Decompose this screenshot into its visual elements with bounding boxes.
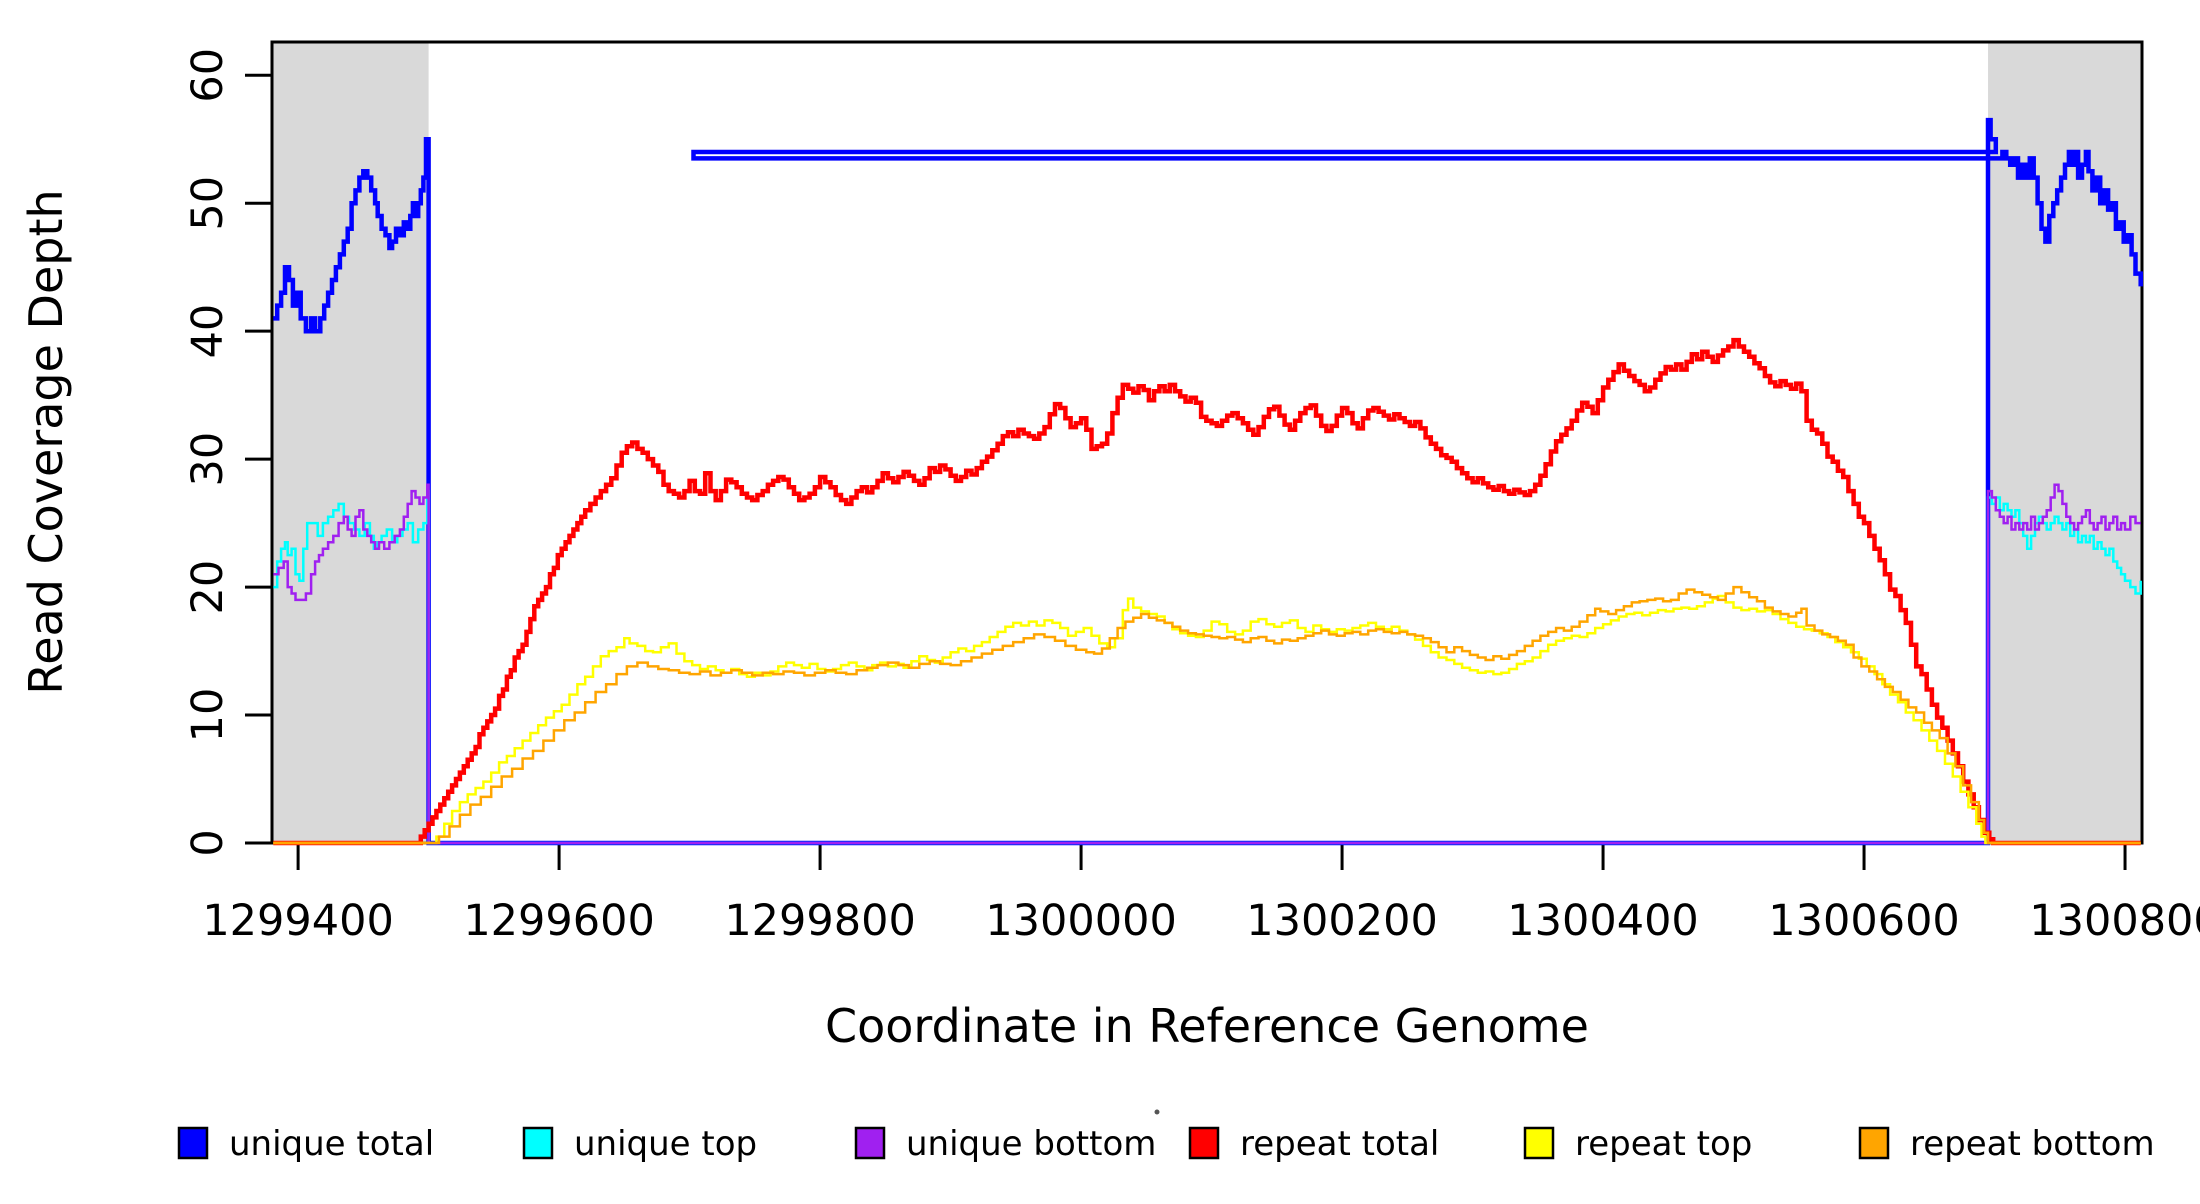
legend-swatch-repeat-bottom [1858,1126,1890,1160]
y-tick-label: 30 [183,432,233,487]
legend-item-repeat-top: repeat top [1523,1124,1752,1164]
legend-swatch-repeat-total [1188,1126,1220,1160]
legend-label: repeat top [1575,1124,1752,1164]
stray-dot-artifact [1154,1109,1160,1115]
legend-label: repeat bottom [1910,1124,2155,1164]
y-tick-label: 50 [183,176,233,231]
legend-label: repeat total [1240,1124,1439,1164]
legend: unique total unique top unique bottom repea… [177,1109,2155,1164]
x-tick-label: 1299800 [724,896,916,946]
legend-label: unique total [229,1124,434,1164]
x-tick-label: 1300600 [1768,896,1960,946]
legend-label: unique top [574,1124,757,1164]
legend-item-unique-total: unique total [177,1124,434,1164]
legend-label: unique bottom [906,1124,1156,1164]
axes: 1299400 1299600 1299800 1300000 1300200 13004… [183,48,2200,946]
series-repeat-bottom-line [273,585,2141,845]
y-tick-label: 60 [183,48,233,103]
legend-item-unique-top: unique top [522,1124,757,1164]
y-tick-label: 10 [183,688,233,743]
legend-item-repeat-total: repeat total [1188,1124,1439,1164]
masked-region-left [272,42,429,843]
x-tick-label: 1299600 [463,896,655,946]
series-unique-bottom-line [273,483,2141,845]
legend-swatch-unique-total [177,1126,209,1160]
legend-swatch-unique-bottom [854,1126,886,1160]
x-tick-label: 1300400 [1507,896,1699,946]
x-tick-label: 1300200 [1246,896,1438,946]
masked-region-shading [272,42,2142,843]
y-tick-label: 40 [183,304,233,359]
plot-frame [270,40,2144,845]
y-axis-title: Read Coverage Depth [19,189,73,694]
y-tick-label: 0 [183,829,233,856]
y-tick-label: 20 [183,560,233,615]
legend-item-repeat-bottom: repeat bottom [1858,1124,2155,1164]
coverage-series [273,117,2143,846]
plot-box [270,40,2144,845]
legend-swatch-repeat-top [1523,1126,1555,1160]
series-repeat-total-line [273,337,2141,846]
series-repeat-top-line [273,594,2141,845]
x-axis-title: Coordinate in Reference Genome [825,999,1589,1053]
x-tick-label: 1300000 [985,896,1177,946]
x-tick-label: 1299400 [202,896,394,946]
legend-swatch-unique-top [522,1126,554,1160]
legend-item-unique-bottom: unique bottom [854,1124,1156,1164]
